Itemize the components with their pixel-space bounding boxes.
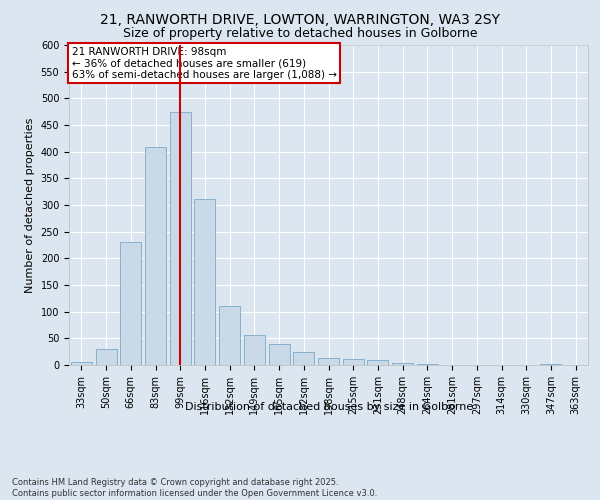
Bar: [170, 112, 191, 365]
Bar: [71, 362, 92, 365]
Bar: [244, 334, 265, 365]
Bar: [392, 363, 413, 365]
Bar: [95, 349, 116, 365]
Bar: [417, 364, 438, 365]
Bar: [219, 306, 240, 365]
Bar: [120, 242, 141, 365]
Bar: [541, 364, 562, 365]
Text: 21, RANWORTH DRIVE, LOWTON, WARRINGTON, WA3 2SY: 21, RANWORTH DRIVE, LOWTON, WARRINGTON, …: [100, 12, 500, 26]
Bar: [145, 148, 166, 365]
Text: Contains HM Land Registry data © Crown copyright and database right 2025.
Contai: Contains HM Land Registry data © Crown c…: [12, 478, 377, 498]
Bar: [318, 358, 339, 365]
Text: 21 RANWORTH DRIVE: 98sqm
← 36% of detached houses are smaller (619)
63% of semi-: 21 RANWORTH DRIVE: 98sqm ← 36% of detach…: [71, 46, 337, 80]
Text: Size of property relative to detached houses in Golborne: Size of property relative to detached ho…: [123, 28, 477, 40]
Bar: [343, 359, 364, 365]
Bar: [293, 352, 314, 365]
Bar: [194, 198, 215, 365]
Bar: [367, 360, 388, 365]
Y-axis label: Number of detached properties: Number of detached properties: [25, 118, 35, 292]
Text: Distribution of detached houses by size in Golborne: Distribution of detached houses by size …: [185, 402, 473, 412]
Bar: [269, 344, 290, 365]
